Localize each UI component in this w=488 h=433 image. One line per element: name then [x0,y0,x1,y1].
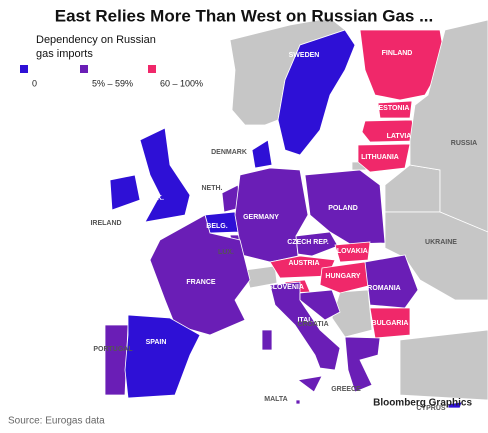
country-label: CROATIA [297,321,328,328]
country-shape [409,19,488,233]
country-label: CZECH REP. [287,239,329,246]
country-label: POLAND [328,205,358,212]
country-shape [377,100,413,119]
country-shape [384,211,488,301]
brand: Bloomberg Graphics [373,398,472,409]
non-eu-land [229,17,488,401]
country-shape [357,143,411,173]
country-label: FINLAND [382,50,413,57]
legend: 0 5% – 59% 60 – 100% [20,65,203,88]
legend-title: Dependency on Russian [36,34,156,46]
title: East Relies More Than West on Russian Ga… [55,6,434,25]
country-label: SWEDEN [289,52,320,59]
country-label: FRANCE [186,279,215,286]
country-label: BULGARIA [372,320,409,327]
country-label: IRELAND [90,220,121,227]
country-label: RUSSIA [451,140,477,147]
country-shape [139,127,191,223]
country-label: DENMARK [211,149,247,156]
country-shape [104,324,129,396]
country-shape [344,336,381,393]
country-labels: SWEDEN FINLAND ESTONIA LATVIA LITHUANIA RUSSI… [90,50,477,412]
country-shape [359,29,446,101]
country-shape [369,307,411,339]
country-label: SLOVAKIA [332,248,368,255]
country-label: HUNGARY [325,273,360,280]
country-label: BELG. [206,223,227,230]
country-shape [299,289,341,321]
country-shape [124,314,201,399]
country-label: AUSTRIA [288,260,319,267]
country-shape [149,214,251,336]
country-shape [251,139,273,169]
country-shape [319,261,373,294]
source: Source: Eurogas data [8,416,105,427]
country-label: PORTUGAL [93,346,133,353]
belarus [384,164,441,213]
country-label: LUX. [218,249,234,256]
country-shape [334,241,371,263]
country-label: CYPRUS [416,405,446,412]
country-label: ITALY [297,317,316,324]
country-label: LITHUANIA [361,154,399,161]
country-shape [364,254,419,309]
country-shape [295,399,301,405]
country-shape [447,401,463,409]
legend-label: 5% – 59% [92,78,133,88]
country-shape [361,119,416,143]
legend-swatch [80,65,88,73]
legend-label: 0 [32,78,37,88]
country-label: GERMANY [243,214,279,221]
country-label: NETH. [202,185,223,192]
country-label: MALTA [264,396,287,403]
turkey [399,329,488,401]
countries [104,19,488,409]
country-shape [295,231,339,257]
country-label: UKRAINE [425,239,457,246]
country-label: ESTONIA [379,105,410,112]
country-label: GREECE [331,386,361,393]
country-shape [109,174,141,211]
country-label: SLOVENIA [268,284,304,291]
country-label: ROMANIA [367,285,400,292]
country-label: SPAIN [146,339,167,346]
country-shape [277,29,356,156]
legend-label: 60 – 100% [160,78,203,88]
country-label: U.K. [150,195,164,202]
legend-swatch [148,65,156,73]
country-label: LATVIA [387,133,412,140]
legend-title: gas imports [36,48,93,60]
legend-swatch [20,65,28,73]
